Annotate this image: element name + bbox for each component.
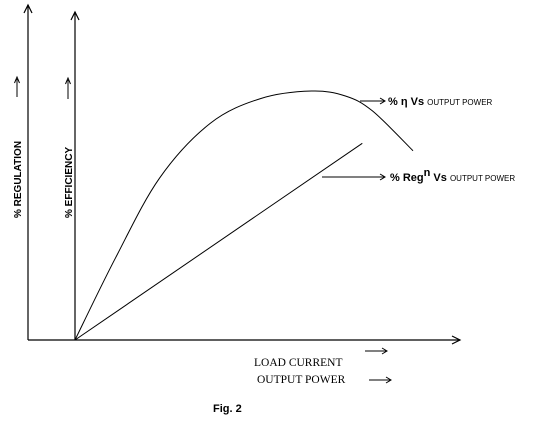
figure-caption: Fig. 2 [213,403,242,415]
y-label-regulation-group: % REGULATION [13,77,24,218]
regulation-series-label: % Regn Vs OUTPUT POWER [390,167,515,184]
y-axis-label-efficiency: % EFFICIENCY [64,147,75,218]
efficiency-label-prefix: % η Vs [388,96,427,108]
regulation-label-prefix: % Reg [390,172,424,184]
regulation-label-suffix: OUTPUT POWER [450,174,515,183]
efficiency-label-suffix: OUTPUT POWER [427,98,492,107]
efficiency-series-label: % η Vs OUTPUT POWER [388,96,493,108]
regulation-annotation: % Regn Vs OUTPUT POWER [322,167,515,184]
regulation-line [75,143,362,340]
efficiency-curve [75,91,413,340]
y-axis-label-regulation: % REGULATION [13,141,24,218]
x-axis-label-load-current: LOAD CURRENT [254,357,343,369]
x-axis-label-output-power: OUTPUT POWER [257,374,346,386]
regulation-label-mid: Vs [430,172,450,184]
efficiency-annotation: % η Vs OUTPUT POWER [360,96,493,108]
x-label-group: LOAD CURRENT OUTPUT POWER [254,348,391,386]
y-label-efficiency-group: % EFFICIENCY [64,78,75,218]
